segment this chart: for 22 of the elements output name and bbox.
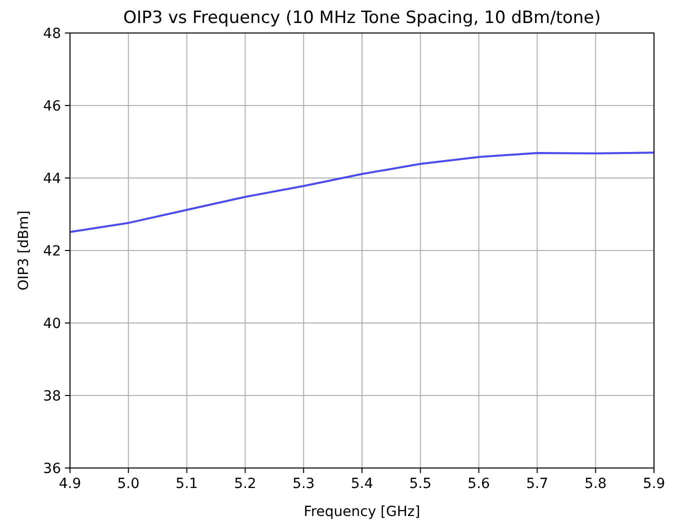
x-tick-label: 5.9 [642, 476, 666, 492]
x-axis-title: Frequency [GHz] [304, 504, 420, 520]
x-tick-label: 5.5 [409, 476, 432, 492]
y-tick-label: 44 [43, 170, 62, 187]
y-tick-label: 36 [43, 460, 62, 477]
chart-title: OIP3 vs Frequency (10 MHz Tone Spacing, 10 dBm/tone) [123, 8, 601, 28]
x-tick-label: 4.9 [58, 476, 82, 492]
x-tick-label: 5.6 [468, 476, 490, 492]
y-tick-label: 46 [43, 98, 62, 114]
x-tick-label: 5.7 [526, 476, 548, 492]
x-tick-label: 5.8 [584, 476, 607, 492]
x-tick-label: 5.4 [350, 476, 374, 492]
line-series [69, 152, 655, 234]
x-tick-label: 5.3 [292, 476, 315, 492]
y-tick-label: 48 [43, 26, 61, 42]
y-tick-label: 38 [43, 388, 61, 404]
y-tick-label: 40 [43, 316, 61, 332]
x-tick-label: 5.2 [234, 476, 256, 492]
y-tick-label: 42 [43, 243, 61, 260]
x-tick-label: 5.0 [117, 476, 140, 492]
y-axis-title: OIP3 [dBm] [16, 210, 32, 291]
x-tick-label: 5.1 [176, 476, 198, 492]
